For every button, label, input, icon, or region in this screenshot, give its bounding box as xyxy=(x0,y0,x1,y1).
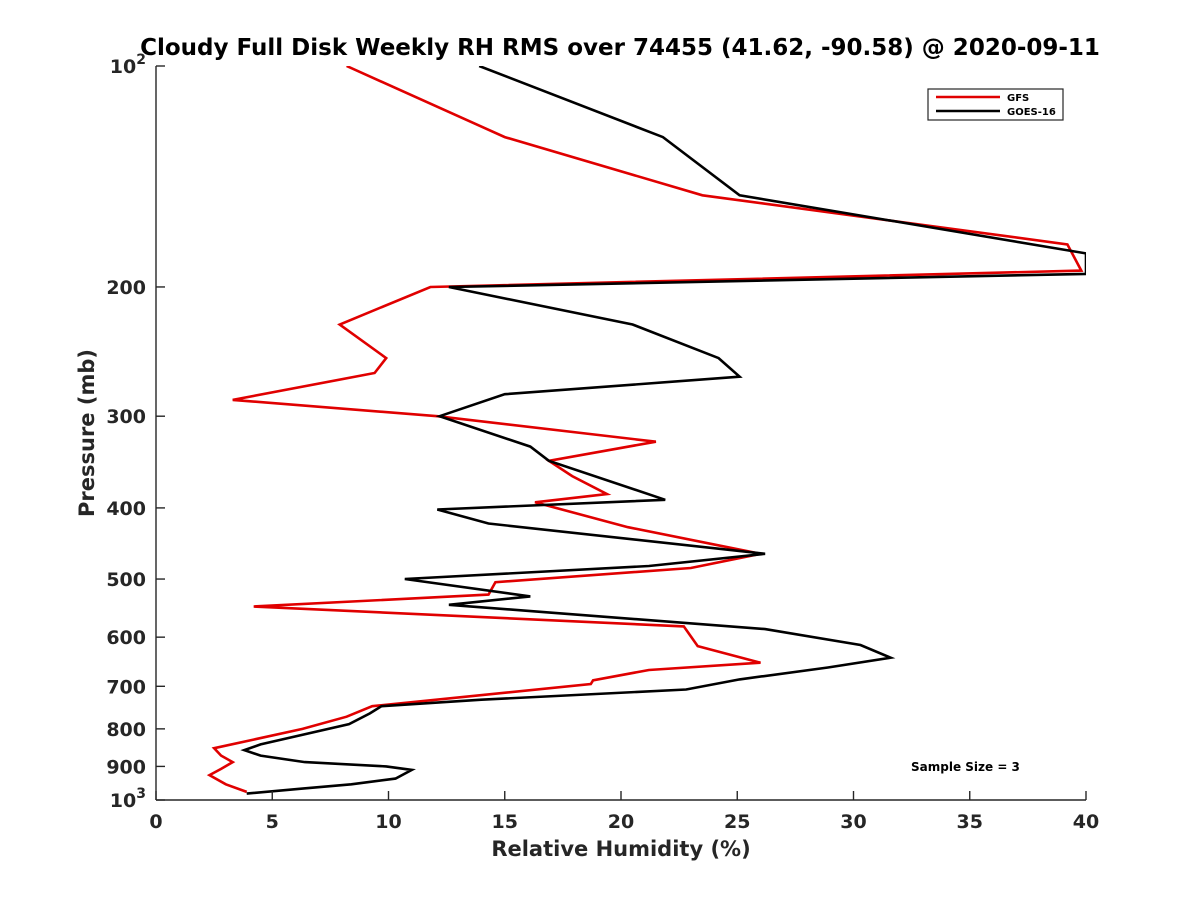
sample-size-annotation: Sample Size = 3 xyxy=(911,760,1020,774)
y-tick-label: 200 xyxy=(106,277,146,299)
x-tick-label: 15 xyxy=(492,811,518,833)
x-tick-label: 0 xyxy=(149,811,162,833)
series-line-goes-16 xyxy=(240,66,1086,795)
x-tick-label: 10 xyxy=(375,811,401,833)
x-ticks: 0 5 10 15 20 25 30 35 40 xyxy=(149,791,1099,833)
y-tick-label: 500 xyxy=(106,569,146,591)
y-tick-label: 700 xyxy=(106,676,146,698)
chart-title: Cloudy Full Disk Weekly RH RMS over 7445… xyxy=(140,35,1100,61)
x-tick-label: 35 xyxy=(957,811,983,833)
plot-area xyxy=(156,66,1086,800)
series-line-gfs xyxy=(206,66,1084,794)
x-tick-label: 5 xyxy=(266,811,279,833)
y-tick-label: 102 xyxy=(110,52,146,78)
y-tick-label: 400 xyxy=(106,498,146,520)
y-tick-label: 900 xyxy=(106,756,146,778)
x-tick-label: 40 xyxy=(1073,811,1099,833)
y-ticks: 102 200 300 400 500 600 700 800 900 103 xyxy=(106,52,165,812)
x-axis-label: Relative Humidity (%) xyxy=(491,837,750,861)
x-tick-label: 25 xyxy=(724,811,750,833)
y-axis-label: Pressure (mb) xyxy=(75,349,99,517)
x-tick-label: 30 xyxy=(840,811,866,833)
legend-label-gfs: GFS xyxy=(1007,93,1029,104)
y-tick-label: 300 xyxy=(106,406,146,428)
y-tick-label: 103 xyxy=(110,786,146,812)
legend: GFS GOES-16 xyxy=(927,88,1064,121)
legend-label-goes16: GOES-16 xyxy=(1007,107,1056,118)
series-layer xyxy=(206,66,1086,795)
y-tick-label: 600 xyxy=(106,627,146,649)
legend-box xyxy=(927,88,1064,121)
y-tick-label: 800 xyxy=(106,719,146,741)
x-tick-label: 20 xyxy=(608,811,634,833)
